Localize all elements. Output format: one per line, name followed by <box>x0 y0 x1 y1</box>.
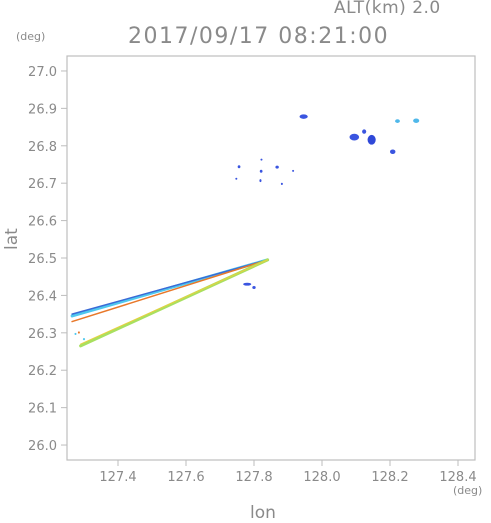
echo-point <box>395 119 400 123</box>
echo-beam <box>80 259 269 345</box>
y-tick-label: 26.3 <box>28 327 57 342</box>
y-tick-label: 26.7 <box>28 177 57 192</box>
y-axis-unit: (deg) <box>16 30 46 43</box>
echo-point <box>243 282 252 286</box>
echo-point <box>299 114 308 119</box>
x-axis-label: lon <box>250 503 276 523</box>
chart-title: 2017/09/17 08:21:00 <box>128 24 390 49</box>
echo-point <box>259 169 263 173</box>
echo-point <box>237 165 241 169</box>
y-tick-label: 26.1 <box>28 402 57 417</box>
x-tick-label: 128.0 <box>303 470 340 485</box>
x-tick-label: 127.8 <box>235 470 272 485</box>
x-tick-label: 128.4 <box>439 470 476 485</box>
y-tick-label: 26.6 <box>28 215 57 230</box>
echo-point <box>390 149 396 155</box>
y-tick-label: 26.5 <box>28 252 57 267</box>
echo-beam <box>71 259 269 315</box>
echo-point <box>259 179 262 183</box>
echo-point <box>292 169 295 172</box>
echo-point <box>235 177 238 180</box>
echo-point <box>367 134 376 145</box>
x-tick-label: 127.4 <box>99 470 136 485</box>
echo-point <box>252 286 256 290</box>
plot-frame <box>66 55 476 461</box>
y-tick-label: 26.4 <box>28 289 57 304</box>
y-tick-label: 26.0 <box>28 439 57 454</box>
echo-point <box>349 133 360 141</box>
echo-point <box>275 165 279 169</box>
echo-point <box>280 182 283 186</box>
echo-point <box>77 331 80 334</box>
x-axis-unit: (deg) <box>453 484 483 497</box>
x-tick-label: 127.6 <box>167 470 204 485</box>
y-tick-label: 26.2 <box>28 364 57 379</box>
x-tick-label: 128.2 <box>371 470 408 485</box>
echo-point <box>260 158 263 161</box>
echo-point <box>362 129 367 134</box>
echo-point <box>413 118 420 123</box>
echo-point <box>74 332 77 336</box>
y-tick-label: 26.9 <box>28 102 57 117</box>
echo-point <box>82 338 86 341</box>
y-tick-label: 27.0 <box>28 65 57 80</box>
y-tick-label: 26.8 <box>28 140 57 155</box>
echo-beam <box>71 259 269 323</box>
altitude-label: ALT(km) 2.0 <box>334 0 441 18</box>
